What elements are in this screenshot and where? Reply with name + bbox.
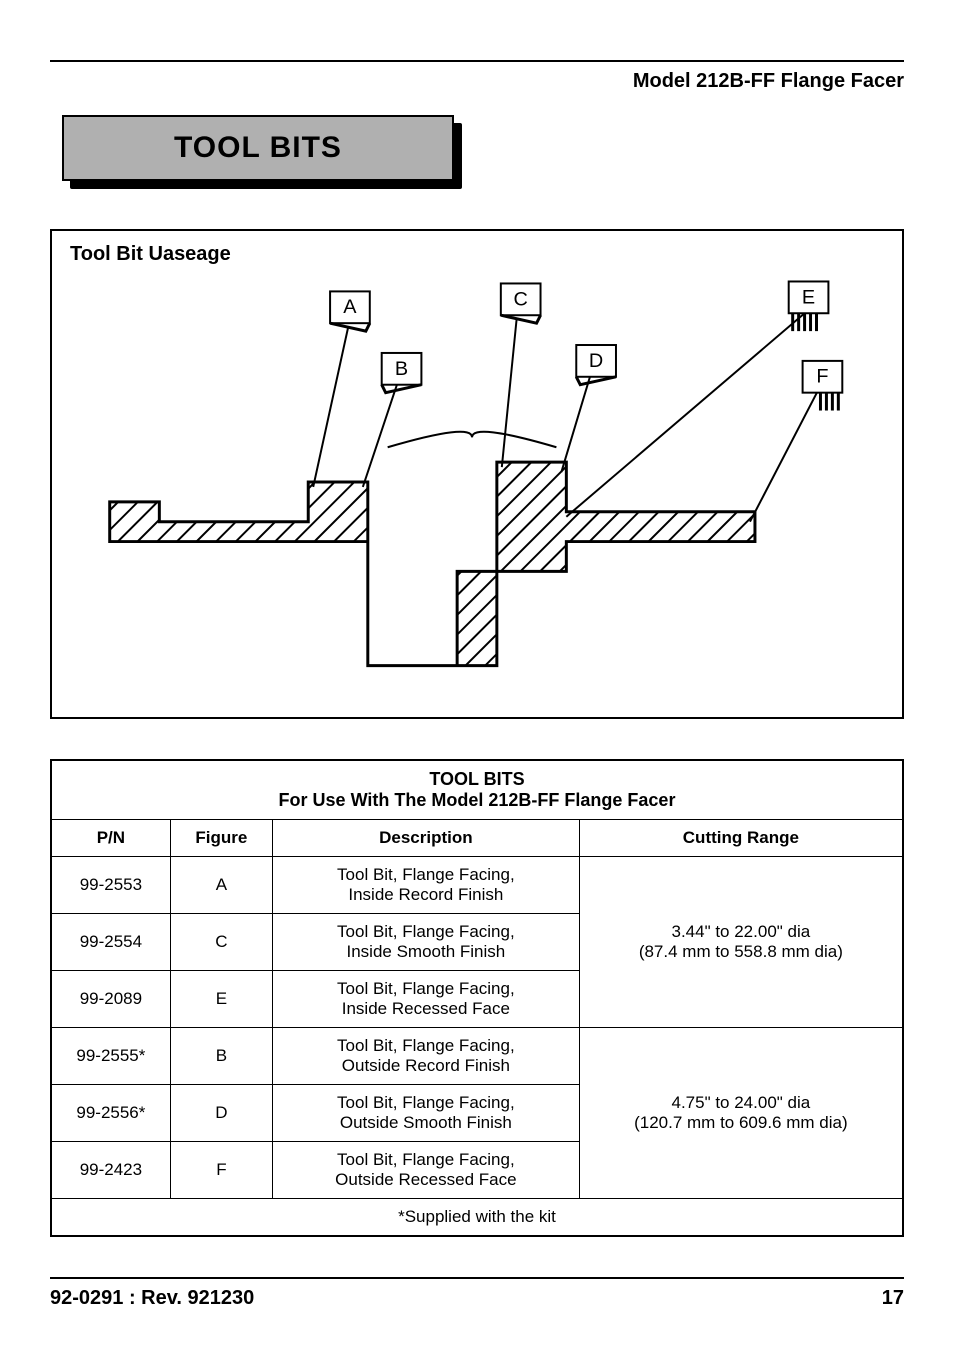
col-header-desc: Description: [273, 820, 580, 857]
col-header-range: Cutting Range: [579, 820, 903, 857]
cell-pn: 99-2554: [51, 914, 170, 971]
diagram-label-f: F: [816, 366, 828, 388]
table-title: TOOL BITS For Use With The Model 212B-FF…: [51, 760, 903, 820]
cell-desc: Tool Bit, Flange Facing, Outside Record …: [273, 1028, 580, 1085]
cell-fig: D: [170, 1085, 272, 1142]
table-row: 99-2555* B Tool Bit, Flange Facing, Outs…: [51, 1028, 903, 1085]
diagram-title: Tool Bit Uaseage: [70, 243, 884, 266]
cell-desc: Tool Bit, Flange Facing, Outside Recesse…: [273, 1142, 580, 1199]
top-rule: [50, 60, 904, 62]
table-title-line1: TOOL BITS: [429, 769, 524, 789]
cell-fig: C: [170, 914, 272, 971]
banner-title: TOOL BITS: [62, 115, 454, 181]
cell-range-1: 3.44" to 22.00" dia (87.4 mm to 558.8 mm…: [579, 857, 903, 1028]
cell-pn: 99-2556*: [51, 1085, 170, 1142]
diagram-label-d: D: [589, 350, 603, 372]
cell-desc: Tool Bit, Flange Facing, Inside Smooth F…: [273, 914, 580, 971]
cell-pn: 99-2553: [51, 857, 170, 914]
col-header-pn: P/N: [51, 820, 170, 857]
diagram-label-c: C: [514, 288, 528, 310]
col-header-figure: Figure: [170, 820, 272, 857]
diagram-label-a: A: [343, 296, 357, 318]
page-footer: 92-0291 : Rev. 921230 17: [50, 1287, 904, 1310]
diagram-label-e: E: [802, 286, 815, 308]
cell-desc: Tool Bit, Flange Facing, Outside Smooth …: [273, 1085, 580, 1142]
cell-fig: F: [170, 1142, 272, 1199]
cell-fig: A: [170, 857, 272, 914]
section-banner: TOOL BITS: [70, 123, 904, 189]
table-title-line2: For Use With The Model 212B-FF Flange Fa…: [279, 790, 676, 810]
table-footnote: *Supplied with the kit: [51, 1199, 903, 1237]
cell-pn: 99-2089: [51, 971, 170, 1028]
cell-pn: 99-2555*: [51, 1028, 170, 1085]
cell-desc: Tool Bit, Flange Facing, Inside Recessed…: [273, 971, 580, 1028]
diagram-container: Tool Bit Uaseage A: [50, 229, 904, 719]
banner-shadow: TOOL BITS: [70, 123, 462, 189]
cell-range-2: 4.75" to 24.00" dia (120.7 mm to 609.6 m…: [579, 1028, 903, 1199]
footer-left: 92-0291 : Rev. 921230: [50, 1287, 254, 1310]
tool-bit-diagram: A B C D E F: [70, 272, 884, 692]
cell-fig: E: [170, 971, 272, 1028]
bottom-rule: [50, 1277, 904, 1279]
cell-fig: B: [170, 1028, 272, 1085]
footer-right: 17: [882, 1287, 904, 1310]
cell-desc: Tool Bit, Flange Facing, Inside Record F…: [273, 857, 580, 914]
table-row: 99-2553 A Tool Bit, Flange Facing, Insid…: [51, 857, 903, 914]
cell-pn: 99-2423: [51, 1142, 170, 1199]
diagram-label-b: B: [395, 358, 408, 380]
tool-bits-table: TOOL BITS For Use With The Model 212B-FF…: [50, 759, 904, 1237]
page-header-model: Model 212B-FF Flange Facer: [50, 70, 904, 93]
